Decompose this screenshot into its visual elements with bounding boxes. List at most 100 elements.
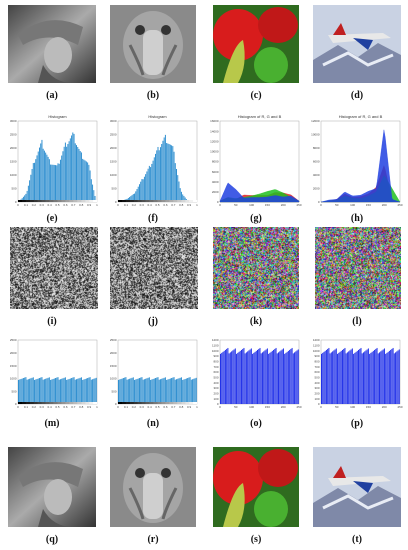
histogram-bar — [30, 378, 32, 404]
x-tick-label: 50 — [335, 203, 339, 207]
histogram-bar — [155, 153, 157, 202]
x-tick-label: 0 — [17, 203, 19, 207]
x-tick-label: 1 — [196, 405, 198, 409]
x-tick-label: 0.6 — [163, 203, 168, 207]
histogram-bar — [84, 378, 86, 404]
caption-h: (h) — [350, 213, 364, 224]
colorbar-segment — [93, 402, 98, 404]
caption-p: (p) — [350, 418, 364, 429]
histogram-bar — [372, 350, 374, 404]
histogram-bar — [297, 349, 299, 404]
colorbar-segment — [21, 200, 27, 202]
histogram-bar — [171, 378, 173, 404]
histogram-bar — [77, 146, 79, 202]
histogram-bar — [285, 352, 287, 404]
colorbar-segment — [41, 402, 46, 404]
histogram-bar — [233, 349, 235, 404]
x-tick-label: 0.3 — [40, 405, 45, 409]
y-tick-label: 2500 — [10, 133, 17, 137]
histogram-bar — [93, 190, 95, 202]
x-tick-label: 100 — [350, 405, 355, 409]
x-tick-label: 0.5 — [55, 405, 60, 409]
histogram-bar — [34, 162, 36, 202]
histogram-bar — [273, 349, 275, 404]
histogram-bar — [337, 353, 339, 404]
histogram-bar — [286, 351, 288, 404]
histogram-bar — [89, 377, 91, 404]
colorbar-segment — [89, 200, 94, 202]
histogram-bar — [89, 170, 91, 202]
colorbar-segment — [121, 402, 127, 404]
histogram-bar — [40, 143, 42, 202]
histogram-bar — [250, 348, 252, 404]
histogram-bar — [143, 176, 145, 202]
x-tick-label: 0.4 — [148, 405, 153, 409]
histogram-bar — [53, 164, 55, 202]
colorbar-segment — [85, 402, 90, 404]
histogram-bar — [391, 348, 393, 404]
histogram-bar — [45, 152, 47, 202]
colorbar-segment — [177, 200, 182, 202]
x-tick-label: 150 — [265, 405, 270, 409]
histogram-bar — [43, 379, 45, 404]
histogram-bar — [228, 353, 230, 404]
y-tick-label: 12000 — [210, 139, 219, 143]
histogram-bar — [61, 378, 63, 404]
caption-f: (f) — [148, 213, 158, 224]
colorbar-segment — [41, 200, 46, 202]
histogram-bar — [80, 377, 82, 404]
histogram-bar — [148, 377, 150, 404]
histogram-bar — [42, 148, 44, 202]
x-tick-label: 0.9 — [87, 405, 92, 409]
histogram-bar — [180, 377, 182, 404]
y-tick-label: 500 — [11, 187, 16, 191]
histogram-bar — [87, 162, 89, 202]
histogram-bar — [339, 351, 341, 404]
y-tick-label: 500 — [314, 376, 319, 380]
baboon-picture — [110, 447, 196, 527]
colorbar-segment — [53, 200, 58, 202]
histogram-bar — [131, 195, 133, 202]
x-tick-label: 0.4 — [148, 203, 153, 207]
x-tick-label: 0.8 — [79, 405, 84, 409]
histogram-bar — [385, 353, 387, 404]
y-tick-label: 1000 — [110, 377, 117, 381]
histogram-bar — [360, 347, 362, 404]
x-tick-label: 0.1 — [124, 203, 129, 207]
y-tick-label: 10000 — [210, 150, 219, 154]
y-tick-label: 8000 — [212, 160, 219, 164]
histogram-bar — [234, 348, 236, 404]
histogram-bar — [67, 144, 69, 202]
histogram-bar — [83, 159, 85, 202]
y-tick-label: 2000 — [110, 351, 117, 355]
colorbar-segment — [141, 402, 146, 404]
colorbar-segment — [85, 200, 90, 202]
histogram-bar — [72, 132, 74, 202]
x-tick-label: 250 — [397, 203, 402, 207]
histogram-bar — [71, 378, 73, 404]
histogram-bar — [349, 350, 351, 404]
histogram-bar — [177, 378, 179, 404]
x-tick-label: 200 — [281, 405, 286, 409]
x-tick-label: 0 — [219, 405, 221, 409]
x-tick-label: 200 — [382, 405, 387, 409]
histogram-bar — [29, 180, 31, 202]
histogram-bar — [335, 348, 337, 404]
colorbar-segment — [189, 402, 194, 404]
histogram-bar — [36, 155, 38, 202]
chart-title: Histogram — [148, 114, 167, 119]
histogram-bar — [390, 349, 392, 404]
histogram-bar — [66, 379, 68, 404]
histogram-bar — [57, 377, 59, 404]
colorbar-segment — [145, 200, 150, 202]
histogram-bar — [248, 350, 250, 404]
histogram-bar — [341, 349, 343, 404]
airplane-picture — [313, 447, 401, 527]
y-tick-label: 500 — [11, 389, 16, 393]
histogram-bar — [221, 352, 223, 404]
histogram-series — [320, 129, 401, 203]
colorbar-segment — [157, 200, 162, 202]
y-tick-label: 0 — [318, 200, 320, 204]
histogram-bar — [260, 353, 262, 404]
histogram-bar — [51, 164, 53, 202]
